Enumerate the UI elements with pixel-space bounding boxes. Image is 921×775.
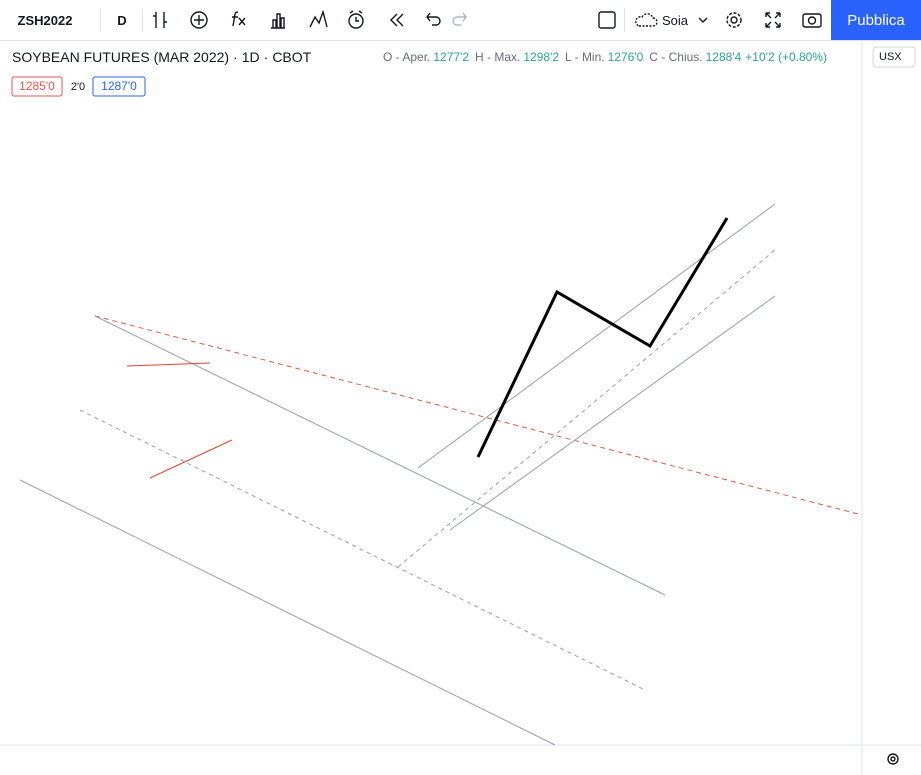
icon-path[interactable] [390,13,404,27]
layout-icon[interactable] [595,0,619,40]
snapshot-icon[interactable] [800,0,824,40]
ohlc-label: O - Aper. [383,50,430,64]
chevron-icon[interactable] [696,0,710,40]
drawings [19,203,863,746]
channel-midline [397,249,776,568]
separator: · [264,49,269,65]
channel-line [449,295,776,531]
icon-path[interactable] [807,16,817,25]
interval-button[interactable]: D [117,12,127,28]
ohlc-label: C - Chius. [649,50,702,64]
fx-icon[interactable] [226,0,250,40]
icon-path[interactable] [452,12,467,26]
channel-line [19,479,556,746]
spread: 2'0 [71,81,85,93]
icon-path[interactable] [190,11,208,29]
gear[interactable] [887,753,899,765]
separator [624,8,625,32]
templates-icon[interactable] [266,0,290,40]
currency[interactable]: USX [879,51,902,63]
alert-icon[interactable] [344,0,368,40]
icon-path[interactable] [309,9,328,28]
ohlc-label: L - Min. [565,50,605,64]
symbol-button[interactable]: ZSH2022 [17,12,73,28]
fullscreen-icon[interactable] [761,0,785,40]
separator: · [233,49,238,65]
ohlc-change: +10'2 (+0.80%) [745,50,827,64]
legend-exchange: CBOT [272,49,311,65]
icon-path[interactable] [349,10,363,22]
icon-path[interactable] [348,13,364,29]
ohlc-value: 1276'0 [608,50,644,64]
icon-path[interactable] [271,13,285,29]
indicators-icon[interactable] [306,0,330,40]
icon-path[interactable] [730,16,738,24]
replay-icon[interactable] [384,0,408,40]
separator [142,8,143,32]
cloud-icon[interactable] [632,0,660,40]
ohlc-label: H - Max. [475,50,520,64]
layout-name[interactable]: Soia [661,12,689,28]
icon-path[interactable] [426,12,441,26]
bars-icon[interactable] [148,0,172,40]
publish-button[interactable]: Pubblica [831,0,921,40]
sell-button[interactable] [11,76,63,97]
ohlc-value: 1288'4 [706,50,742,64]
icon-path[interactable] [765,12,781,28]
projection-path [476,217,729,458]
currency-button[interactable] [872,46,916,68]
legend-title: SOYBEAN FUTURES (MAR 2022) · 1D · CBOT [12,49,312,65]
symbol-title: SOYBEAN FUTURES (MAR 2022) [12,49,229,65]
indicator-add-icon[interactable] [187,0,211,40]
sell-price[interactable]: 1285'0 [19,79,55,93]
channel-line [417,203,776,469]
undo-icon[interactable] [420,0,444,40]
icon-path[interactable] [726,12,742,28]
settings-icon[interactable] [722,0,746,40]
icon-path[interactable] [698,17,708,23]
buy-button[interactable] [92,76,146,97]
settings-icon[interactable] [887,753,899,765]
ohlc-value: 1277'2 [433,50,469,64]
channel-midline [79,409,646,691]
gear-center[interactable] [890,756,896,762]
icon-path[interactable] [598,11,616,29]
red-trendline [94,315,863,516]
buy-price[interactable]: 1287'0 [101,79,137,93]
icon-path[interactable] [194,15,204,25]
toolbar: ZSH2022 D Soia Pubblica [0,0,921,41]
legend-interval: 1D [242,49,260,65]
separator [100,8,101,32]
icon-path[interactable] [635,13,658,27]
channel-line [94,315,666,596]
ohlc-row: O - Aper. 1277'2 H - Max. 1298'2 L - Min. 127… [383,50,827,64]
ohlc-value: 1298'2 [523,50,559,64]
icon-path[interactable] [232,11,246,27]
triangle-line [126,362,211,367]
icon-path[interactable] [802,13,822,28]
redo-icon[interactable] [449,0,473,40]
icon-path[interactable] [153,12,167,28]
triangle-line [149,439,233,479]
